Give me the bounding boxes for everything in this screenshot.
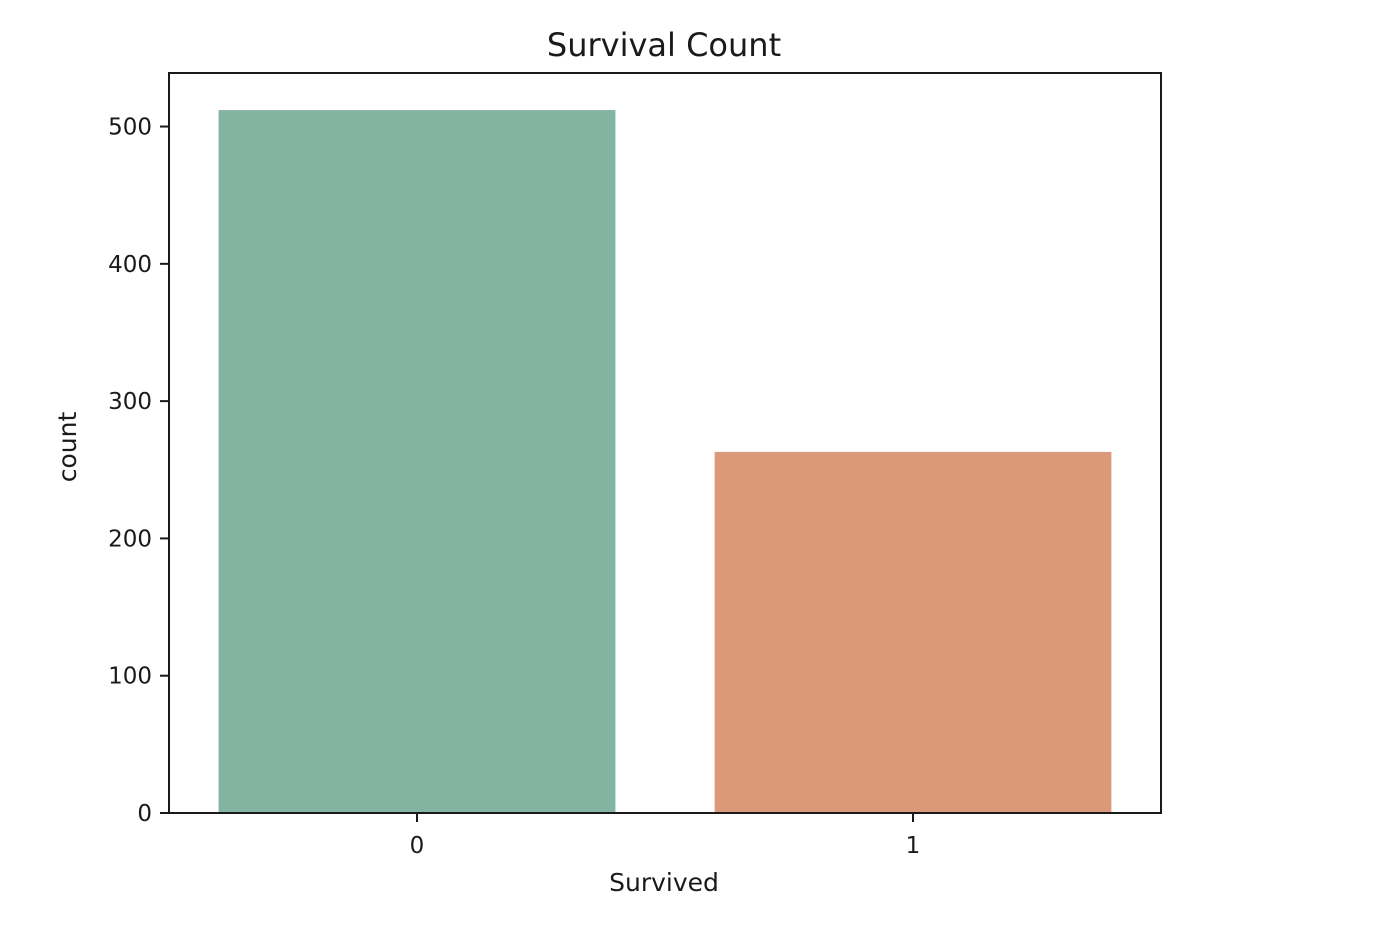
x-tick-label: 1 <box>906 833 921 859</box>
x-tick-label: 0 <box>410 833 425 859</box>
y-tick-label: 200 <box>108 526 152 552</box>
y-tick-label: 500 <box>108 115 152 141</box>
y-tick-label: 0 <box>137 801 152 827</box>
x-axis-label: Survived <box>609 868 719 897</box>
chart-title: Survival Count <box>547 26 781 64</box>
y-tick-label: 300 <box>108 389 152 415</box>
y-tick-label: 100 <box>108 664 152 690</box>
y-axis-label: count <box>53 412 82 483</box>
plot-frame <box>168 72 1162 814</box>
bar-0 <box>218 110 616 813</box>
y-axis: 0 100 200 300 400 500 <box>108 115 169 827</box>
bars-group <box>218 110 1112 813</box>
y-tick-label: 400 <box>108 252 152 278</box>
bar-1 <box>714 451 1112 813</box>
